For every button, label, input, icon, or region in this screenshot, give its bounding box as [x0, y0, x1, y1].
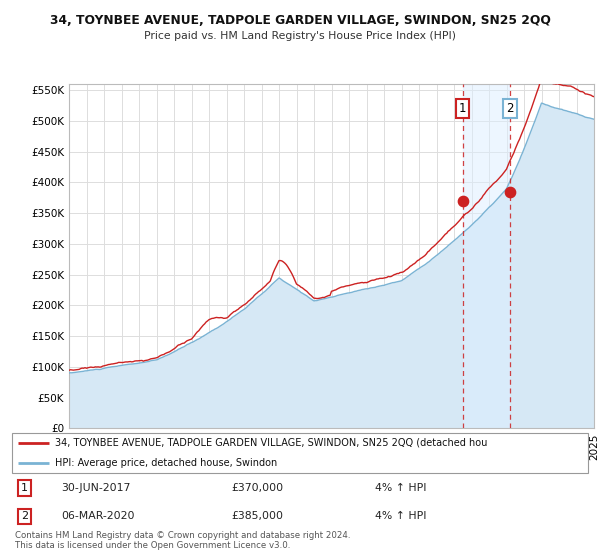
Text: 30-JUN-2017: 30-JUN-2017: [61, 483, 130, 493]
Text: £385,000: £385,000: [231, 511, 283, 521]
Point: [505, 187, 515, 196]
Text: 4% ↑ HPI: 4% ↑ HPI: [375, 511, 427, 521]
Text: Price paid vs. HM Land Registry's House Price Index (HPI): Price paid vs. HM Land Registry's House …: [144, 31, 456, 41]
FancyBboxPatch shape: [12, 433, 588, 473]
Text: 06-MAR-2020: 06-MAR-2020: [61, 511, 134, 521]
Text: 1: 1: [21, 483, 28, 493]
Text: £370,000: £370,000: [231, 483, 283, 493]
Text: 1: 1: [459, 101, 467, 115]
Text: Contains HM Land Registry data © Crown copyright and database right 2024.
This d: Contains HM Land Registry data © Crown c…: [15, 531, 350, 550]
Text: 2: 2: [506, 101, 514, 115]
Text: HPI: Average price, detached house, Swindon: HPI: Average price, detached house, Swin…: [55, 458, 277, 468]
Text: 2: 2: [21, 511, 28, 521]
Text: 4% ↑ HPI: 4% ↑ HPI: [375, 483, 427, 493]
Text: 34, TOYNBEE AVENUE, TADPOLE GARDEN VILLAGE, SWINDON, SN25 2QQ: 34, TOYNBEE AVENUE, TADPOLE GARDEN VILLA…: [50, 14, 550, 27]
Text: 34, TOYNBEE AVENUE, TADPOLE GARDEN VILLAGE, SWINDON, SN25 2QQ (detached hou: 34, TOYNBEE AVENUE, TADPOLE GARDEN VILLA…: [55, 438, 488, 448]
Point: [458, 197, 467, 206]
